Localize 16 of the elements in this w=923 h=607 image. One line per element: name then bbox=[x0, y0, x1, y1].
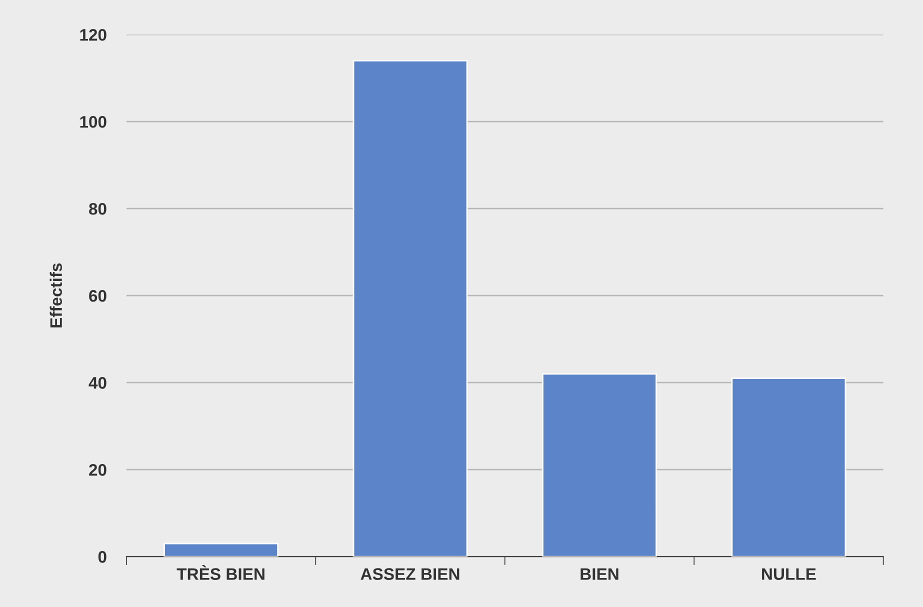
x-tick-label: NULLE bbox=[762, 568, 816, 580]
bar bbox=[164, 542, 279, 557]
y-tick-label: 100 bbox=[80, 116, 106, 128]
y-tick-label: 60 bbox=[89, 290, 106, 302]
y-tick-label: 80 bbox=[89, 203, 106, 215]
bar bbox=[352, 60, 468, 557]
x-tick-label: TRÈS BIEN bbox=[176, 565, 264, 580]
y-tick-label: 40 bbox=[88, 377, 106, 389]
y-axis-title: Effectifs bbox=[50, 263, 62, 328]
bar bbox=[542, 373, 657, 557]
x-tick-label: BIEN bbox=[580, 568, 618, 580]
y-tick-label: 120 bbox=[80, 29, 106, 41]
y-tick-label: 0 bbox=[98, 551, 106, 563]
bar bbox=[731, 378, 846, 557]
x-tick-label: ASSEZ BIEN bbox=[360, 568, 460, 580]
y-tick-label: 20 bbox=[89, 464, 106, 476]
